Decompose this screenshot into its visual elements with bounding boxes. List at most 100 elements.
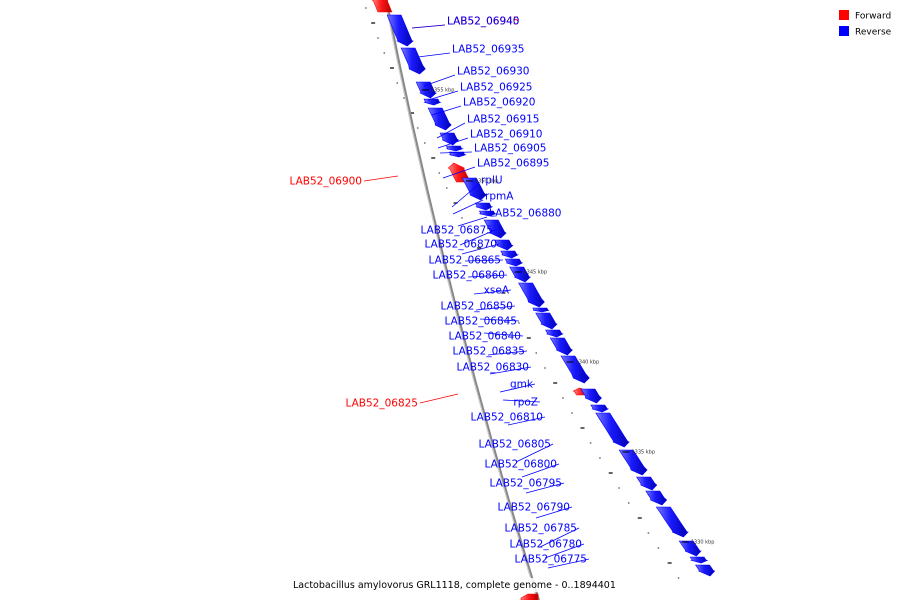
gene-label[interactable]: LAB52_06915 [467, 114, 540, 126]
gene-label[interactable]: LAB52_06795 [490, 478, 563, 490]
label-leader [417, 52, 451, 58]
gene-feature[interactable] [427, 107, 452, 131]
label-leader [464, 259, 504, 262]
gene-label[interactable]: LAB52_06805 [479, 439, 552, 451]
gene-feature[interactable] [689, 556, 709, 564]
gene-label[interactable]: LAB52_06930 [457, 66, 530, 78]
scale-tick-label: 1340 kbp [576, 360, 600, 366]
gene-feature[interactable] [678, 540, 702, 557]
label-leader [539, 527, 580, 548]
gene-label[interactable]: rpoZ [513, 397, 538, 409]
label-leader [439, 151, 473, 154]
label-leader [502, 399, 541, 403]
label-leader [507, 416, 546, 426]
gene-label[interactable]: LAB52_06860 [433, 270, 506, 282]
gene-feature[interactable] [400, 47, 426, 75]
gene-label[interactable]: LAB52_06825 [346, 398, 419, 410]
gene-label[interactable]: LAB52_06790 [498, 502, 571, 514]
label-leader [544, 543, 585, 559]
gene-label[interactable]: LAB52_06940 [447, 16, 520, 28]
gene-label[interactable]: LAB52_06845 [445, 316, 518, 328]
gene-feature[interactable] [494, 239, 514, 251]
gene-feature[interactable] [423, 98, 442, 106]
gene-feature[interactable] [560, 355, 590, 384]
gene-label[interactable]: LAB52_06910 [470, 129, 543, 141]
gene-feature[interactable] [535, 312, 558, 330]
gene-feature[interactable] [618, 449, 648, 476]
gene-label[interactable]: LAB52_06935 [452, 44, 525, 56]
legend-label-forward: Forward [855, 12, 891, 22]
label-leader [431, 105, 462, 116]
gene-feature[interactable] [520, 593, 539, 600]
label-leader [487, 350, 528, 356]
gene-label[interactable]: xseA [484, 285, 510, 297]
label-leader [452, 199, 484, 215]
gene-feature[interactable] [474, 202, 494, 211]
label-leader [437, 137, 469, 149]
gene-label[interactable]: LAB52_06840 [449, 331, 522, 343]
gene-label[interactable]: rpmA [485, 191, 514, 203]
gene-feature[interactable] [509, 266, 532, 283]
gene-label[interactable]: LAB52_06880 [489, 208, 562, 220]
label-leader [467, 274, 508, 278]
gene-feature[interactable] [655, 506, 689, 538]
gene-feature[interactable] [645, 490, 668, 506]
label-leader [451, 183, 480, 208]
gene-label[interactable]: LAB52_06800 [485, 459, 558, 471]
gene-feature[interactable] [545, 329, 564, 338]
gene-feature[interactable] [636, 476, 658, 491]
gene-feature[interactable] [504, 258, 524, 267]
gene-label[interactable]: LAB52_06865 [429, 255, 502, 267]
label-leader [489, 366, 532, 375]
legend-label-reverse: Reverse [855, 28, 892, 38]
label-leader [457, 216, 488, 227]
gene-feature[interactable] [549, 337, 573, 356]
genome-backbone [384, 0, 541, 600]
gene-label[interactable]: LAB52_06850 [441, 301, 514, 313]
legend: Forward Reverse [839, 10, 892, 38]
label-leader [499, 383, 536, 393]
gene-label[interactable]: LAB52_06895 [477, 158, 550, 170]
gene-feature[interactable] [500, 250, 519, 259]
gene-feature[interactable] [694, 564, 716, 577]
gene-feature[interactable] [445, 145, 464, 152]
legend-swatch-reverse [839, 26, 849, 36]
gene-feature[interactable] [532, 307, 550, 313]
gene-feature[interactable] [386, 14, 414, 47]
gene-feature[interactable] [478, 210, 497, 217]
gene-label[interactable]: LAB52_06920 [463, 97, 536, 109]
gene-label[interactable]: LAB52_06835 [453, 346, 526, 358]
gene-label[interactable]: LAB52_06900 [290, 176, 363, 188]
gene-label[interactable]: LAB52_06945 [447, 16, 520, 28]
gene-feature[interactable] [371, 0, 393, 13]
gene-label[interactable]: LAB52_06870 [425, 239, 498, 251]
gene-label[interactable]: rplU [481, 175, 503, 187]
gene-label[interactable]: LAB52_06875 [421, 225, 494, 237]
gene-label[interactable]: LAB52_06785 [505, 523, 578, 535]
gene-label[interactable]: LAB52_06830 [457, 362, 530, 374]
map-caption: Lactobacillus amylovorus GRL1118, comple… [293, 580, 616, 591]
gene-label[interactable]: LAB52_06925 [460, 82, 533, 94]
gene-label[interactable]: LAB52_06905 [474, 143, 547, 155]
label-leader [547, 558, 590, 569]
label-leader [473, 289, 512, 295]
gene-feature[interactable] [595, 412, 630, 448]
gene-feature[interactable] [590, 404, 609, 413]
label-leader [411, 24, 446, 29]
gene-label[interactable]: LAB52_06810 [471, 412, 544, 424]
gene-features [371, 0, 716, 600]
gene-label[interactable]: LAB52_06775 [515, 554, 588, 566]
label-leader [525, 482, 565, 494]
gene-feature[interactable] [483, 219, 507, 239]
gene-label[interactable]: gmk [510, 379, 534, 391]
gene-label[interactable]: LAB52_06780 [510, 539, 583, 551]
gene-feature[interactable] [461, 177, 487, 201]
gene-feature[interactable] [580, 388, 602, 404]
scale-tick-label: 1335 kbp [631, 450, 655, 456]
gene-feature[interactable] [518, 282, 545, 308]
label-leader [419, 393, 459, 404]
gene-feature[interactable] [448, 151, 467, 158]
label-leader [479, 318, 520, 322]
label-leader [363, 175, 399, 182]
